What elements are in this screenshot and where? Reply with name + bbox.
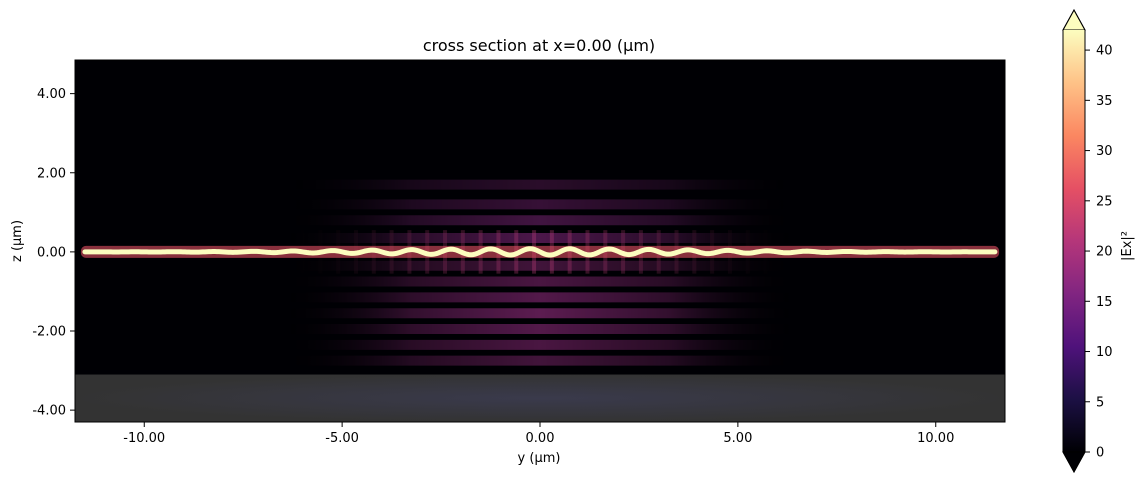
colorbar-tick-label: 30: [1096, 144, 1113, 159]
y-tick-label: 4.00: [37, 87, 66, 102]
x-tick-label: -10.00: [123, 431, 165, 446]
x-axis: -10.00 -5.00 0.00 5.00 10.00: [123, 422, 954, 446]
beam-fringe: [282, 339, 798, 350]
y-tick-label: -2.00: [32, 325, 66, 340]
x-tick-label: -5.00: [325, 431, 359, 446]
colorbar-label: |Ex|²: [1120, 231, 1135, 261]
y-axis: -4.00 -2.00 0.00 2.00 4.00: [32, 87, 75, 419]
x-tick-label: 0.00: [526, 431, 555, 446]
beam-fringe: [282, 276, 798, 287]
beam-fringe: [282, 233, 798, 244]
colorbar-extend-min: [1062, 451, 1086, 474]
beam-fringe: [282, 308, 798, 319]
colorbar: 0 5 10 15 20 25 30 35 40: [1062, 8, 1113, 474]
x-tick-label: 10.00: [917, 431, 954, 446]
x-axis-label: y (µm): [518, 451, 561, 466]
x-tick-label: 5.00: [723, 431, 752, 446]
colorbar-extend-max: [1062, 8, 1086, 31]
colorbar-ticks: 0 5 10 15 20 25 30 35 40: [1085, 44, 1113, 461]
y-axis-label: z (µm): [10, 220, 25, 262]
colorbar-tick-label: 0: [1096, 446, 1104, 461]
colorbar-tick-label: 10: [1096, 345, 1113, 360]
beam-fringe: [282, 199, 798, 210]
substrate-region: [75, 374, 1005, 422]
beam-fringe: [282, 292, 798, 303]
colorbar-tick-label: 40: [1096, 44, 1113, 59]
waveguide-mode: [82, 246, 998, 258]
colorbar-tick-label: 15: [1096, 295, 1113, 310]
waveguide-field: [80, 245, 1000, 258]
heatmap-plot-area: [75, 60, 1005, 422]
colorbar-gradient: [1063, 30, 1085, 452]
colorbar-tick-label: 25: [1096, 194, 1113, 209]
colorbar-tick-label: 35: [1096, 94, 1113, 109]
beam-fringe: [282, 179, 798, 190]
beam-fringe: [282, 260, 798, 271]
y-tick-label: 0.00: [37, 245, 66, 260]
colorbar-tick-label: 5: [1096, 395, 1104, 410]
y-tick-label: -4.00: [32, 404, 66, 419]
beam-fringe: [282, 324, 798, 335]
colorbar-tick-label: 20: [1096, 245, 1113, 260]
y-tick-label: 2.00: [37, 166, 66, 181]
beam-fringe: [282, 215, 798, 226]
beam-fringe: [282, 355, 798, 366]
chart-title: cross section at x=0.00 (µm): [423, 36, 655, 55]
